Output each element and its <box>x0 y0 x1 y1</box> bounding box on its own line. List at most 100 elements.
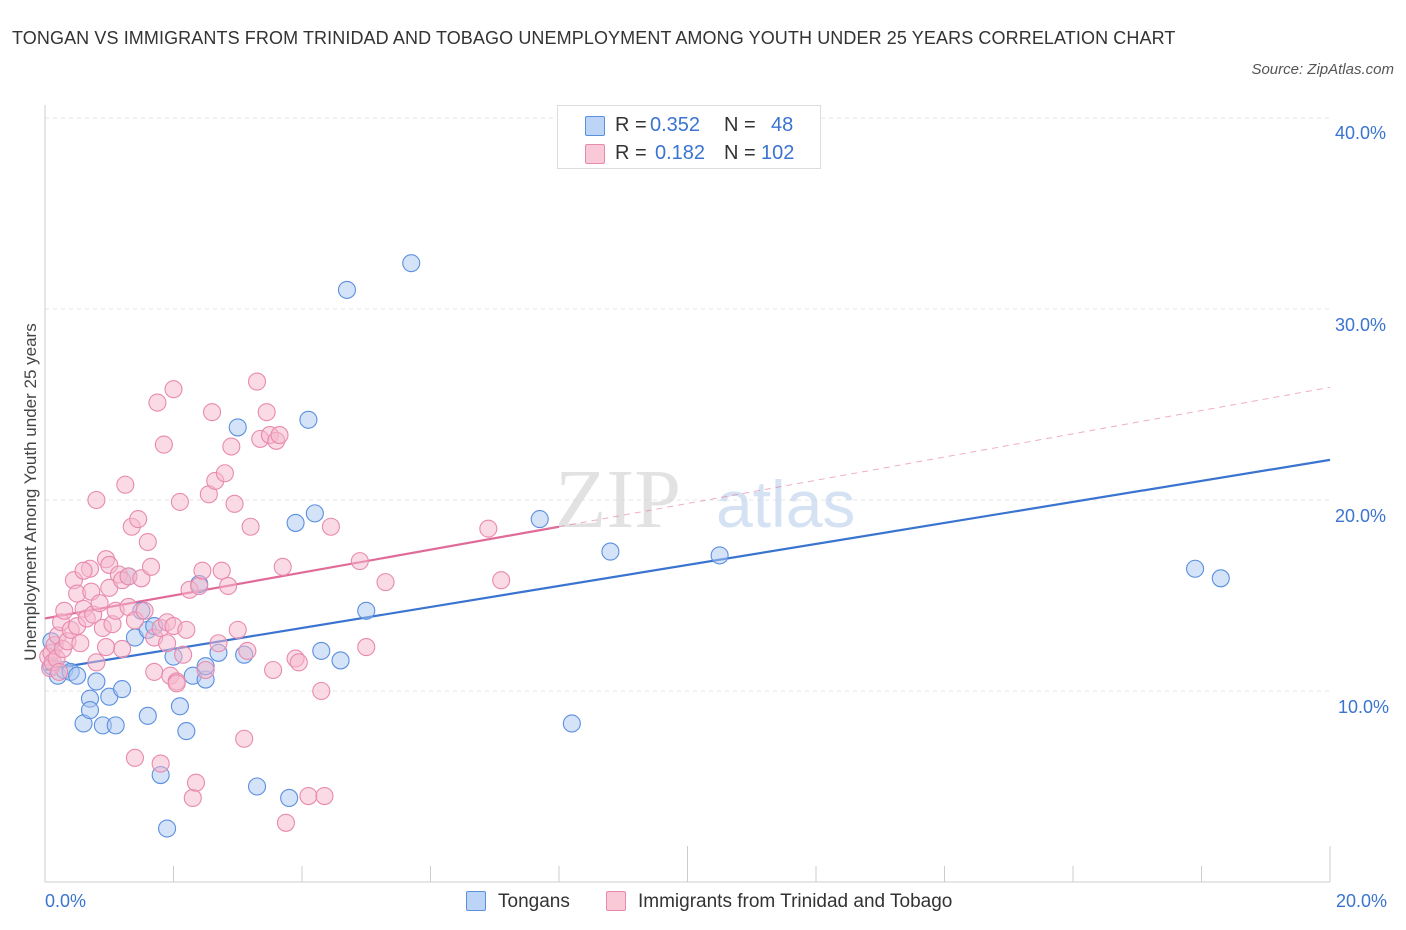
point-immigrant <box>193 561 212 580</box>
point-tongan <box>158 819 177 838</box>
point-immigrant <box>247 372 267 391</box>
point-tongan <box>1211 569 1230 588</box>
point-tongan <box>562 714 581 733</box>
point-immigrant <box>151 754 170 773</box>
point-immigrant <box>90 594 109 613</box>
legend-r-label: R = <box>615 114 647 136</box>
point-immigrant <box>357 638 376 657</box>
series-swatch-pink <box>606 891 626 911</box>
point-immigrant <box>190 576 209 596</box>
series-swatch-blue <box>466 891 486 911</box>
point-tongan <box>402 254 421 273</box>
point-immigrant <box>74 561 93 580</box>
point-immigrant <box>125 748 144 767</box>
legend-r-value: 0.352 <box>650 114 701 136</box>
point-immigrant <box>203 403 222 422</box>
point-immigrant <box>492 571 511 590</box>
point-immigrant <box>321 517 340 536</box>
y-axis-label: Unemployment Among Youth under 25 years <box>21 323 40 661</box>
point-immigrant <box>289 653 308 672</box>
y-tick-label-20: 20.0% <box>1335 506 1387 526</box>
source-credit: Source: ZipAtlas.com <box>1251 61 1394 78</box>
point-tongan <box>138 706 157 725</box>
legend-swatch-pink <box>585 144 605 164</box>
legend-swatch-blue <box>585 116 605 136</box>
point-immigrant <box>209 634 228 653</box>
point-immigrant <box>167 674 186 693</box>
point-immigrant <box>138 532 157 552</box>
point-immigrant <box>129 510 148 529</box>
point-immigrant <box>212 561 231 580</box>
x-tick-label-max: 20.0% <box>1336 891 1388 911</box>
y-tick-label-10: 10.0% <box>1338 697 1390 717</box>
legend-r-value: 0.182 <box>655 142 706 164</box>
point-immigrant <box>55 601 74 620</box>
y-tick-label-40: 40.0% <box>1335 123 1387 143</box>
point-immigrant <box>241 517 260 536</box>
legend-n-label: N = <box>724 114 756 136</box>
point-immigrant <box>96 638 116 657</box>
series-label-immigrants: Immigrants from Trinidad and Tobago <box>638 891 953 912</box>
point-tongan <box>280 788 299 808</box>
trend-line-immigrant-extension <box>558 386 1331 528</box>
watermark-zip: ZIP <box>555 453 681 546</box>
point-tongan <box>170 697 189 716</box>
trend-line-tongan <box>44 458 1331 672</box>
gridlines <box>45 117 1330 692</box>
point-immigrant <box>273 557 292 576</box>
correlation-legend: R = 0.352 N = 48 R = 0.182 N = 102 <box>557 105 821 169</box>
x-tick-label-min: 0.0% <box>45 891 87 911</box>
point-immigrant <box>299 786 318 806</box>
point-immigrant <box>222 437 241 456</box>
point-immigrant <box>315 786 334 806</box>
point-immigrant <box>87 653 106 672</box>
point-immigrant <box>264 660 283 680</box>
point-tongan <box>299 410 318 429</box>
point-tongan <box>710 546 729 565</box>
legend-r-label: R = <box>615 142 647 164</box>
point-immigrant <box>50 662 69 681</box>
legend-row-tongans: R = 0.352 N = 48 <box>558 112 820 140</box>
data-points <box>39 254 1230 838</box>
point-immigrant <box>257 403 276 422</box>
point-immigrant <box>276 813 295 832</box>
point-immigrant <box>219 576 238 596</box>
point-immigrant <box>183 788 202 808</box>
chart-title: TONGAN VS IMMIGRANTS FROM TRINIDAD AND T… <box>12 28 1176 48</box>
axes <box>44 105 1331 883</box>
series-legend-immigrants: Immigrants from Trinidad and Tobago <box>606 889 1006 915</box>
point-immigrant <box>350 552 369 571</box>
point-immigrant <box>479 519 498 538</box>
point-immigrant <box>238 641 257 660</box>
point-immigrant <box>312 681 331 701</box>
point-tongan <box>177 722 196 741</box>
series-label-tongans: Tongans <box>498 891 570 912</box>
point-tongan <box>305 504 324 523</box>
legend-row-immigrants: R = 0.182 N = 102 <box>558 140 820 168</box>
point-immigrant <box>87 490 106 510</box>
point-immigrant <box>154 435 173 454</box>
point-immigrant <box>116 475 135 494</box>
point-tongan <box>530 510 549 529</box>
point-immigrant <box>215 464 234 483</box>
point-immigrant <box>235 729 254 748</box>
point-immigrant <box>71 634 90 653</box>
point-tongan <box>286 513 305 532</box>
point-tongan <box>113 680 132 699</box>
point-immigrant <box>186 773 206 792</box>
point-immigrant <box>376 573 395 592</box>
point-tongan <box>331 651 350 670</box>
point-tongan <box>601 542 620 561</box>
point-immigrant <box>174 645 193 664</box>
point-tongan <box>337 280 357 299</box>
point-immigrant <box>164 380 183 399</box>
point-tongan <box>80 701 100 720</box>
point-immigrant <box>145 662 164 681</box>
point-tongan <box>68 666 87 685</box>
point-immigrant <box>135 601 154 620</box>
point-tongan <box>228 418 247 437</box>
point-tongan <box>247 777 267 796</box>
point-immigrant <box>113 639 132 659</box>
series-legend-tongans: Tongans <box>466 889 606 915</box>
point-immigrant <box>148 393 167 412</box>
